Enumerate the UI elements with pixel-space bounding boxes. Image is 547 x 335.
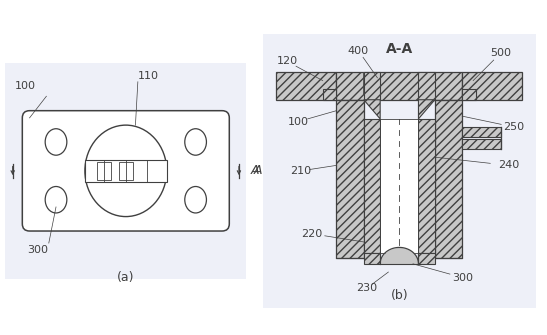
Bar xyxy=(418,119,435,253)
Bar xyxy=(462,127,501,137)
Bar xyxy=(418,253,435,264)
Bar xyxy=(364,119,380,253)
Bar xyxy=(323,89,336,100)
Bar xyxy=(336,72,462,100)
Text: 220: 220 xyxy=(301,229,322,239)
Text: (b): (b) xyxy=(391,289,408,302)
FancyBboxPatch shape xyxy=(22,111,229,231)
Text: 250: 250 xyxy=(504,122,525,132)
Text: 300: 300 xyxy=(27,245,48,255)
Text: 500: 500 xyxy=(490,48,511,58)
Text: 300: 300 xyxy=(452,272,473,282)
Bar xyxy=(418,72,435,100)
Bar xyxy=(435,100,462,258)
Text: A: A xyxy=(0,164,1,177)
Text: (a): (a) xyxy=(117,271,135,284)
Bar xyxy=(364,253,380,264)
Text: 100: 100 xyxy=(15,81,36,91)
Text: A: A xyxy=(254,164,263,177)
Polygon shape xyxy=(364,72,380,94)
Text: A: A xyxy=(251,164,259,177)
Text: 240: 240 xyxy=(498,160,519,171)
Bar xyxy=(119,162,133,180)
Ellipse shape xyxy=(45,187,67,213)
Text: 110: 110 xyxy=(138,71,159,81)
Bar xyxy=(364,72,380,100)
Bar xyxy=(97,162,112,180)
Text: 210: 210 xyxy=(290,166,311,176)
Bar xyxy=(276,72,336,100)
Polygon shape xyxy=(364,100,380,119)
FancyBboxPatch shape xyxy=(5,63,246,279)
Bar xyxy=(462,89,476,100)
Ellipse shape xyxy=(185,187,206,213)
Text: 120: 120 xyxy=(277,57,298,66)
Polygon shape xyxy=(418,100,435,119)
Text: 230: 230 xyxy=(356,283,377,293)
Text: 100: 100 xyxy=(288,117,309,127)
Text: A-A: A-A xyxy=(386,42,413,56)
Ellipse shape xyxy=(85,125,167,217)
Ellipse shape xyxy=(45,129,67,155)
Bar xyxy=(462,72,522,100)
Bar xyxy=(380,119,418,253)
Ellipse shape xyxy=(185,129,206,155)
Polygon shape xyxy=(418,72,435,94)
Text: 400: 400 xyxy=(348,46,369,56)
Bar xyxy=(336,100,364,258)
Bar xyxy=(85,160,167,182)
Bar xyxy=(462,139,501,149)
